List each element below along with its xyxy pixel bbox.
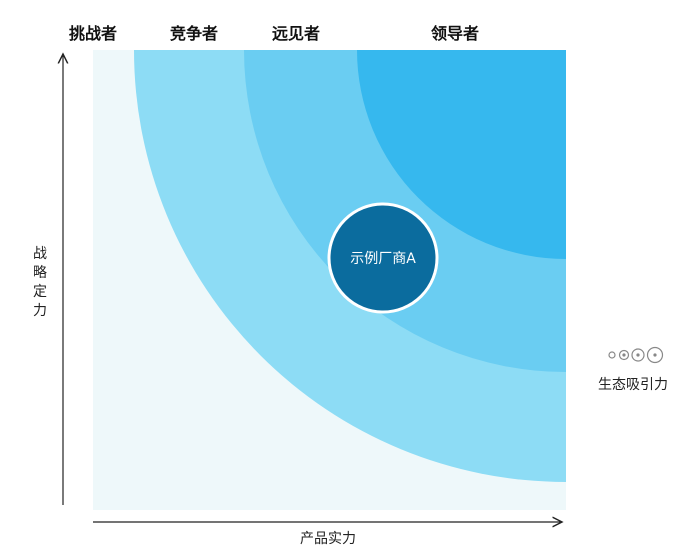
segment-leader-area	[357, 50, 566, 259]
vendor-bubble[interactable]	[327, 202, 439, 314]
y-axis-label: 战略定力	[33, 246, 47, 319]
segment-label-challenger: 挑战者	[68, 24, 118, 43]
segment-label-leader: 领导者	[430, 24, 480, 43]
size-legend-label: 生态吸引力	[598, 377, 668, 393]
concentric-circles-icon	[608, 346, 664, 364]
vendor-bubble-label: 示例厂商A	[350, 251, 416, 267]
segment-label-visionary: 远见者	[271, 24, 321, 43]
x-axis-label: 产品实力	[300, 531, 356, 547]
segment-label-competitor: 竞争者	[169, 24, 219, 43]
